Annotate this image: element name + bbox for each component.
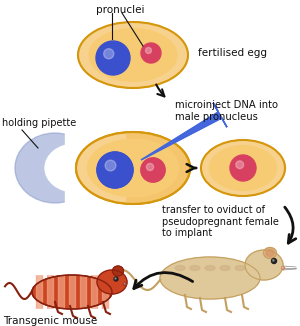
Polygon shape: [141, 103, 227, 160]
Bar: [58, 274, 64, 310]
Text: microinject DNA into
male pronucleus: microinject DNA into male pronucleus: [175, 100, 278, 122]
Ellipse shape: [87, 139, 178, 197]
Bar: [27, 257, 117, 274]
Circle shape: [272, 259, 277, 263]
Text: Transgenic mouse: Transgenic mouse: [3, 316, 97, 326]
Ellipse shape: [263, 247, 277, 259]
Circle shape: [114, 277, 118, 281]
Circle shape: [104, 49, 114, 59]
Bar: [80, 274, 86, 310]
Circle shape: [273, 259, 274, 261]
Circle shape: [105, 160, 116, 171]
Ellipse shape: [245, 250, 283, 280]
Ellipse shape: [209, 146, 277, 190]
Ellipse shape: [89, 29, 177, 82]
Ellipse shape: [78, 22, 188, 88]
Circle shape: [124, 283, 125, 284]
Circle shape: [281, 266, 284, 270]
Ellipse shape: [112, 266, 124, 276]
Bar: [47, 274, 53, 310]
Circle shape: [146, 163, 154, 170]
Bar: [27, 309, 117, 326]
Circle shape: [141, 158, 165, 182]
Circle shape: [236, 161, 244, 169]
Circle shape: [115, 278, 116, 279]
Ellipse shape: [190, 265, 200, 271]
Circle shape: [146, 48, 152, 53]
Circle shape: [141, 43, 161, 63]
Bar: [69, 274, 75, 310]
Bar: [65, 128, 125, 208]
Circle shape: [230, 155, 256, 181]
Text: transfer to oviduct of
pseudopregnant female
to implant: transfer to oviduct of pseudopregnant fe…: [162, 205, 279, 238]
Circle shape: [105, 160, 116, 171]
Ellipse shape: [160, 257, 260, 299]
Circle shape: [282, 267, 283, 268]
Ellipse shape: [87, 139, 178, 197]
Ellipse shape: [235, 265, 245, 271]
Circle shape: [124, 283, 127, 286]
Ellipse shape: [32, 275, 112, 309]
Ellipse shape: [97, 270, 127, 294]
Ellipse shape: [201, 140, 285, 196]
Ellipse shape: [45, 144, 105, 192]
Text: pronuclei: pronuclei: [96, 5, 144, 15]
Circle shape: [146, 163, 154, 170]
Bar: [36, 274, 42, 310]
Circle shape: [97, 152, 133, 188]
Ellipse shape: [175, 265, 185, 271]
Ellipse shape: [220, 265, 230, 271]
Circle shape: [141, 158, 165, 182]
Ellipse shape: [205, 265, 215, 271]
Ellipse shape: [76, 132, 190, 204]
Ellipse shape: [15, 133, 95, 203]
Circle shape: [97, 152, 133, 188]
Circle shape: [96, 41, 130, 75]
Text: holding pipette: holding pipette: [2, 118, 76, 128]
Text: fertilised egg: fertilised egg: [198, 48, 267, 58]
Ellipse shape: [266, 249, 274, 257]
Bar: [102, 274, 108, 310]
Bar: [91, 274, 97, 310]
Ellipse shape: [76, 132, 190, 204]
Polygon shape: [141, 103, 227, 160]
